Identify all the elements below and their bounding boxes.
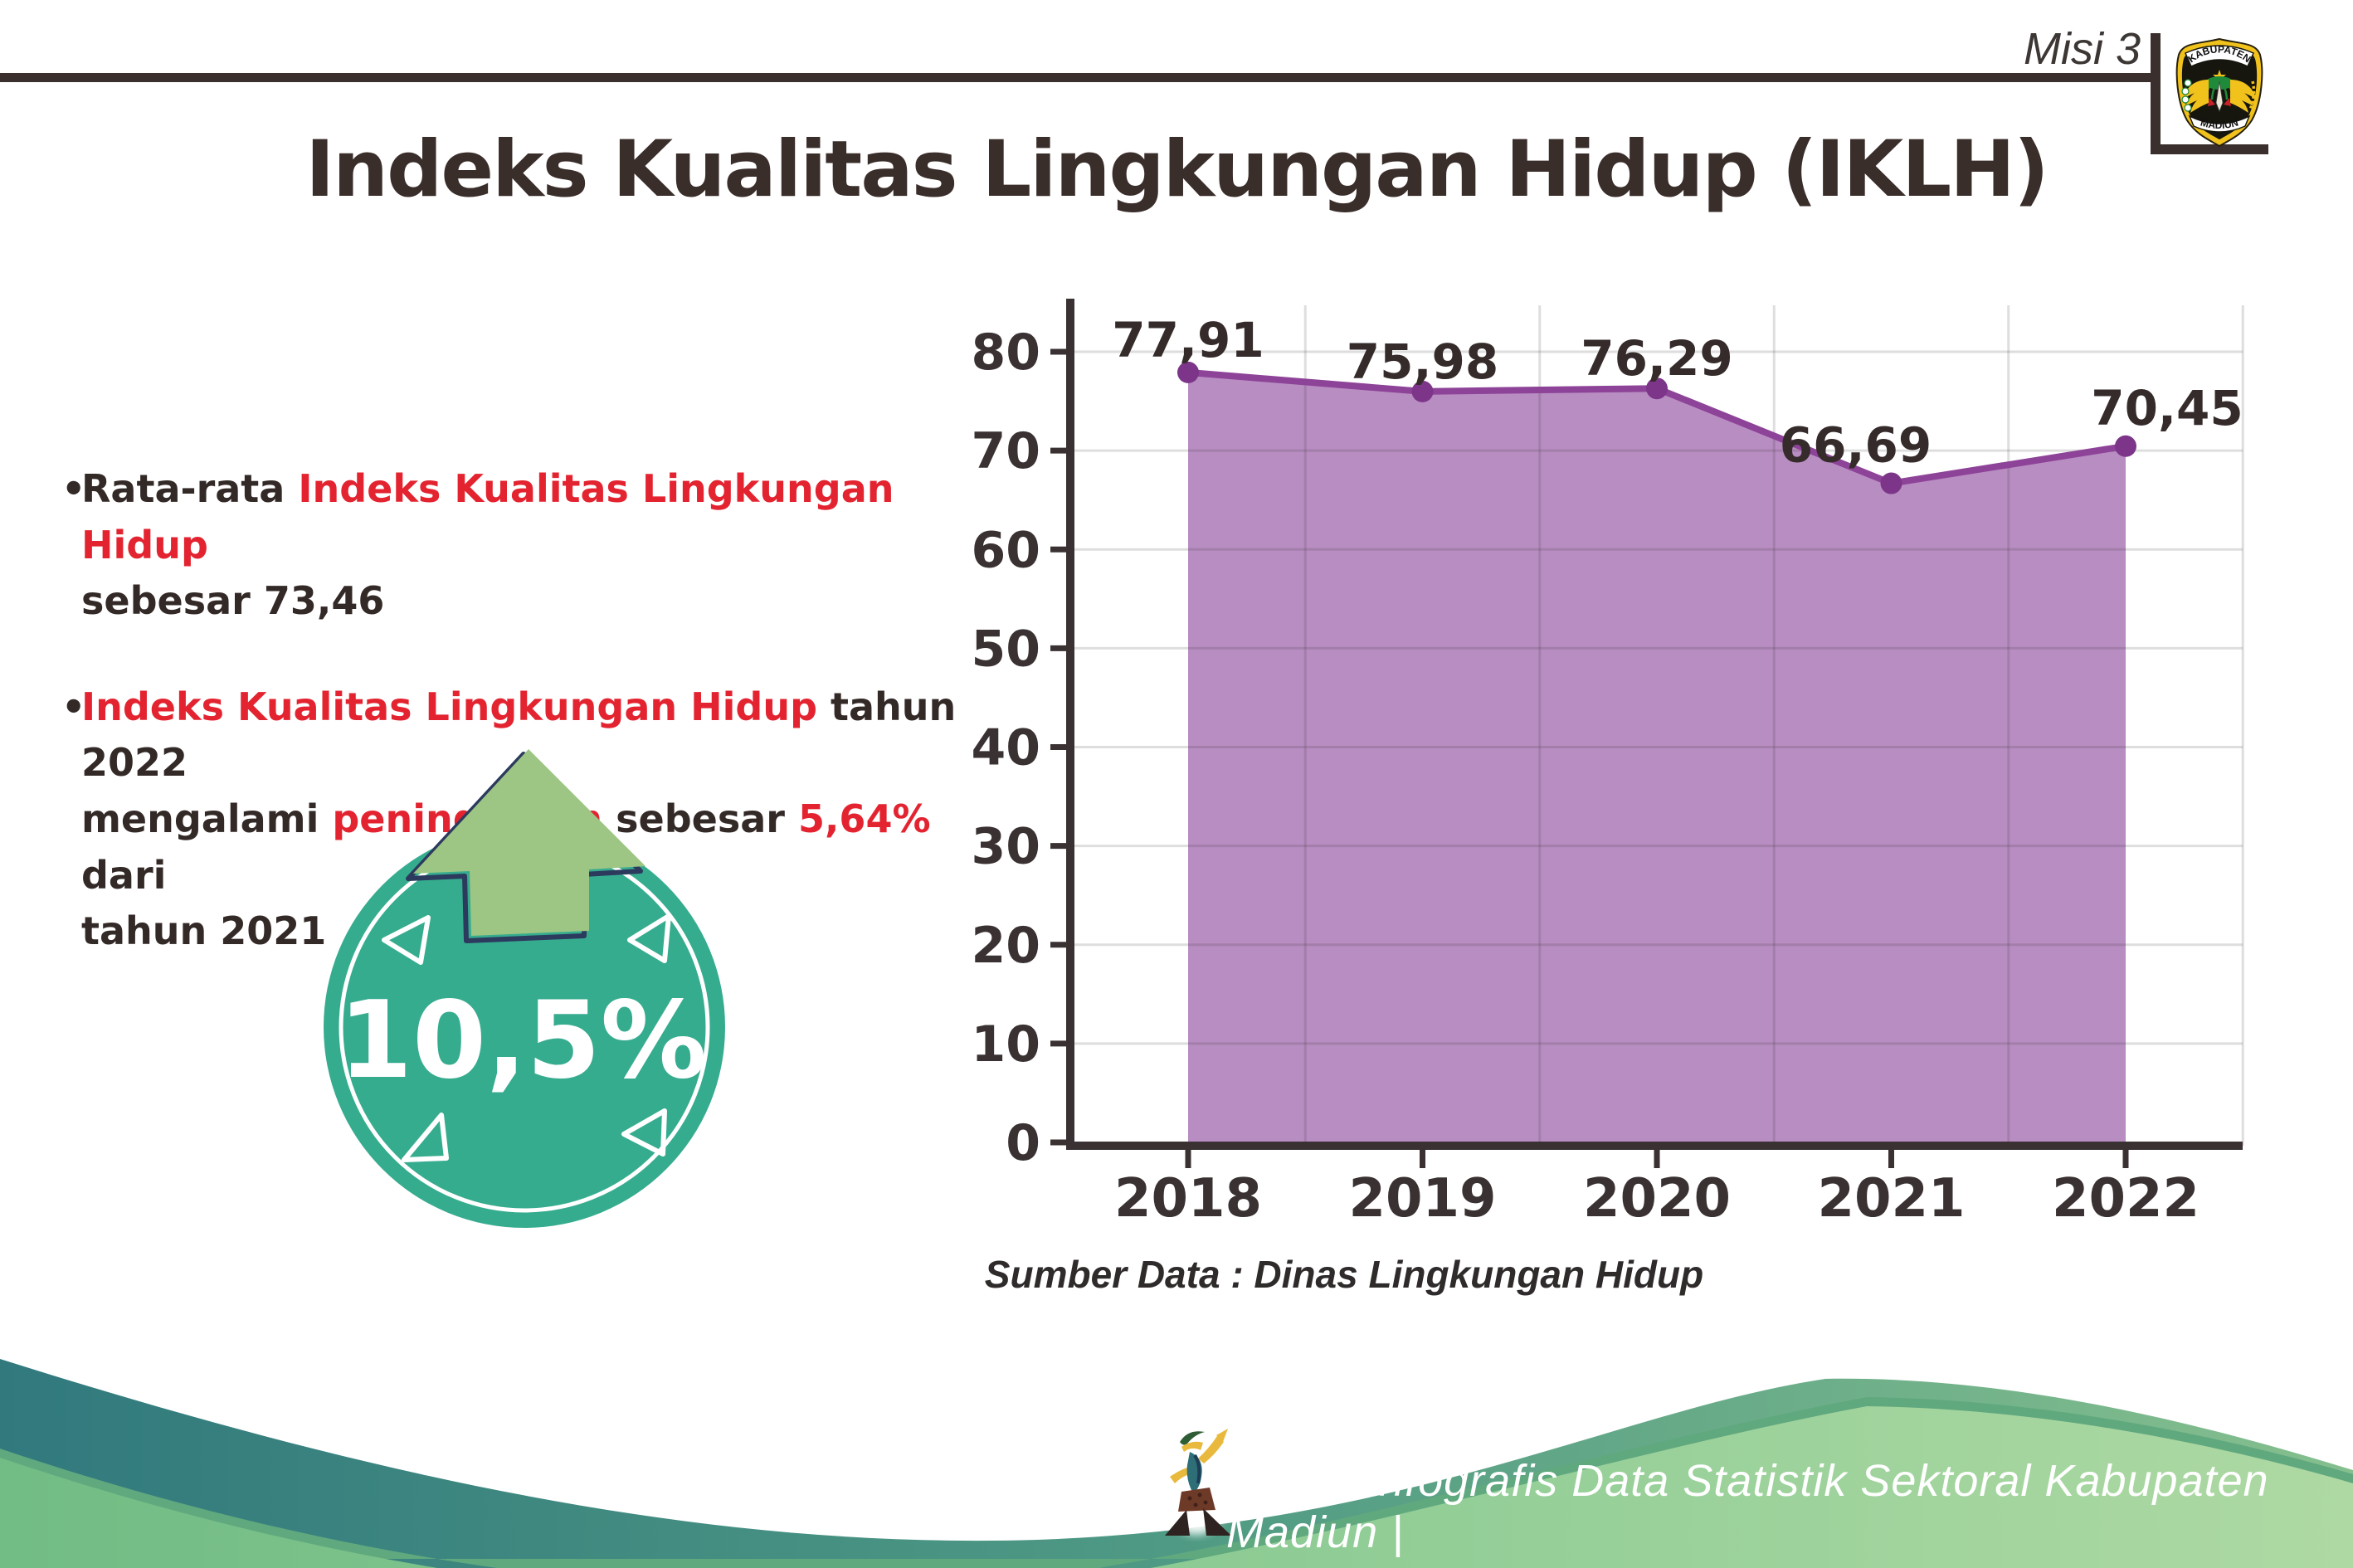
mission-label: Misi 3 bbox=[2023, 24, 2141, 74]
bullet-text-segment: Indeks Kualitas Lingkungan Hidup bbox=[81, 684, 818, 729]
bullet-text-segment: sebesar bbox=[602, 796, 798, 842]
x-axis-label: 2022 bbox=[2052, 1168, 2200, 1230]
source-note: Sumber Data : Dinas Lingkungan Hidup bbox=[985, 1253, 1703, 1296]
logo-bracket-vertical bbox=[2151, 33, 2161, 154]
dancer-mascot-icon bbox=[1162, 1429, 1231, 1536]
logo-red-accents bbox=[2208, 98, 2231, 106]
data-value-label: 76,29 bbox=[1581, 330, 1732, 387]
badge-value: 10,5% bbox=[339, 979, 707, 1103]
bullet-text-segment: Indeks Kualitas Lingkungan Hidup bbox=[81, 466, 908, 567]
bullet-text-segment: sebesar 73,46 bbox=[81, 578, 385, 624]
y-axis-label: 20 bbox=[972, 917, 1041, 975]
summary-bullets: • Rata-rata Indeks Kualitas Lingkungan Hi… bbox=[61, 461, 1007, 960]
logo-bracket-horizontal bbox=[2151, 144, 2268, 154]
x-axis-label: 2021 bbox=[1817, 1168, 1965, 1230]
footer-waves bbox=[0, 1359, 2353, 1568]
bullet-text-segment: tahun 2022 mengalami bbox=[81, 684, 957, 842]
bullet-item: • Rata-rata Indeks Kualitas Lingkungan Hi… bbox=[61, 461, 1007, 630]
data-point-marker bbox=[1880, 472, 1902, 494]
logo-keris bbox=[2215, 80, 2224, 113]
logo-top-ribbon bbox=[2185, 45, 2254, 68]
y-axis-label: 50 bbox=[972, 620, 1041, 678]
logo-cotton-bolls bbox=[2181, 79, 2192, 112]
axes bbox=[1050, 299, 2243, 1168]
x-axis-label: 2019 bbox=[1348, 1168, 1496, 1230]
logo-wings bbox=[2182, 80, 2257, 113]
kabupaten-madiun-logo: KABUPATEN MADIUN bbox=[2175, 37, 2263, 148]
wave-green bbox=[0, 1406, 2353, 1568]
y-axis-label: 30 bbox=[972, 818, 1041, 876]
up-arrow-icon bbox=[406, 749, 645, 943]
data-value-label: 70,45 bbox=[2091, 380, 2243, 436]
bullet-dot: • bbox=[61, 684, 86, 729]
badge-circle bbox=[324, 826, 725, 1228]
data-point-marker bbox=[2115, 435, 2136, 457]
logo-bottom-text: MADIUN bbox=[2200, 117, 2240, 132]
iklh-area-chart: 77,91 75,98 76,29 66,69 70,45 0 10 20 30 40 50 60 70… bbox=[972, 299, 2244, 1296]
y-axis-label: 80 bbox=[972, 324, 1041, 382]
data-value-label: 77,91 bbox=[1112, 312, 1264, 368]
data-value-label: 75,98 bbox=[1347, 334, 1498, 390]
data-point-marker bbox=[1411, 380, 1434, 402]
footer-credit: Media Infografis Data Statistik Sektoral… bbox=[1226, 1456, 2269, 1557]
bullet-text-segment: Rata-rata bbox=[81, 466, 299, 511]
badge-sparkles bbox=[382, 913, 671, 1162]
increase-badge: 10,5% bbox=[324, 749, 725, 1228]
logo-bottom-ribbon bbox=[2188, 114, 2251, 133]
y-axis-label: 60 bbox=[972, 521, 1041, 579]
data-point-marker bbox=[1646, 377, 1668, 400]
x-axis-label: 2018 bbox=[1114, 1168, 1262, 1230]
y-axis-label: 10 bbox=[972, 1015, 1041, 1074]
y-axis-label: 40 bbox=[972, 719, 1041, 777]
data-point-marker bbox=[1177, 361, 1199, 383]
bullet-text-segment: dari tahun 2021 bbox=[81, 852, 327, 954]
y-axis-label: 0 bbox=[1006, 1114, 1040, 1172]
gridlines bbox=[1070, 305, 2244, 1146]
logo-rice-stalk bbox=[2248, 80, 2256, 110]
y-axis-label: 70 bbox=[972, 422, 1041, 480]
area-fill bbox=[1188, 372, 2126, 1143]
page-title: Indeks Kualitas Lingkungan Hidup (IKLH) bbox=[305, 124, 2049, 215]
bullet-dot: • bbox=[61, 466, 86, 511]
data-value-label: 66,69 bbox=[1780, 417, 1932, 474]
x-axis-label: 2020 bbox=[1583, 1168, 1731, 1230]
header-rule bbox=[0, 73, 2155, 82]
bullet-text-segment: 5,64% bbox=[797, 796, 931, 842]
